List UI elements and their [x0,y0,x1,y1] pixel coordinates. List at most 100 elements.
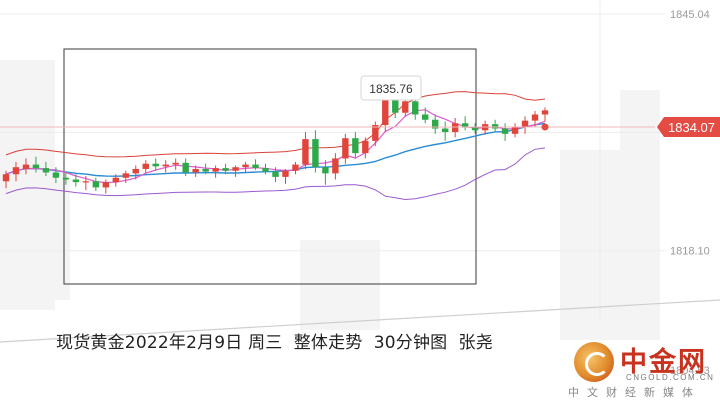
candle-body-26 [262,168,269,172]
candle-2 [22,158,30,175]
candle-body-12 [122,173,129,178]
candle-body-15 [152,163,159,167]
candle-body-14 [142,163,149,169]
candle-body-29 [292,164,299,171]
candle-25 [252,159,259,170]
candle-body-16 [162,164,169,167]
candle-19 [192,165,199,177]
candle-3 [32,156,40,173]
candle-body-11 [112,177,119,183]
candle-23 [232,165,239,177]
candle-14 [142,160,149,174]
candle-29 [292,161,299,175]
candle-8 [82,176,90,191]
candle-34 [342,133,349,164]
candle-body-23 [232,167,239,171]
candle-body-32 [322,167,329,174]
candle-7 [72,174,80,187]
candle-body-47 [471,127,479,131]
candle-body-20 [202,168,209,172]
candle-0 [2,170,10,189]
candle-21 [212,165,219,178]
candle-42 [422,107,429,124]
candle-1 [12,161,20,182]
watermark-block-4 [40,180,70,300]
candle-49 [491,119,499,133]
candle-18 [182,158,189,176]
candle-body-50 [501,128,509,134]
candle-22 [222,163,229,175]
candle-body-18 [182,162,189,173]
background-watermark [0,60,660,340]
candle-body-49 [491,124,499,129]
y-tick-label-0: 1845.04 [670,9,710,21]
candle-body-44 [441,128,449,133]
candlesticks [2,93,549,194]
watermark-block-2 [560,150,620,340]
last-price-marker [541,123,549,131]
candle-11 [112,174,119,187]
candle-46 [461,116,469,131]
candle-body-19 [192,168,199,173]
candle-body-17 [172,162,179,165]
candle-body-43 [432,119,439,129]
candle-52 [521,116,529,134]
candle-body-45 [451,123,459,133]
y-tick-label-2: 1818.10 [670,246,710,258]
candle-54 [541,107,549,122]
candle-body-54 [541,110,549,115]
cngold-logo-icon [574,342,614,382]
candle-body-0 [2,174,10,182]
candle-9 [92,177,100,191]
candle-24 [242,161,249,173]
bollinger-bands [5,91,546,201]
candle-35 [352,132,359,159]
candle-12 [122,170,129,184]
candle-30 [302,132,309,169]
candle-body-35 [352,138,359,154]
candle-47 [471,123,479,134]
peak-annotation-value: 1835.76 [369,82,413,96]
candle-33 [332,153,339,180]
candle-body-37 [372,125,379,141]
candle-17 [172,158,179,170]
gridlines [0,0,665,320]
candle-31 [312,130,319,173]
candle-5 [52,167,60,184]
candle-body-38 [382,100,389,126]
candle-body-46 [461,123,469,128]
candle-body-51 [511,126,519,134]
lower-band-line [5,147,546,201]
candle-body-1 [12,167,20,175]
logo-tagline: 中文财经新媒体 [568,386,701,399]
candle-43 [432,114,439,134]
candle-body-7 [72,179,80,183]
y-tick-label-3: 1804.53 [670,365,710,377]
candle-13 [132,165,139,180]
candle-16 [162,160,169,173]
candle-body-30 [302,139,309,165]
candle-body-31 [312,139,319,168]
candle-body-52 [521,120,529,127]
candle-53 [531,110,539,127]
current-price-tag: 1834.07 [657,117,720,137]
candle-body-8 [82,181,90,183]
watermark-block-1 [300,240,380,330]
candle-4 [42,161,50,176]
candle-27 [272,167,279,183]
upper-band-line [5,91,546,158]
candle-body-22 [222,168,229,171]
peak-annotation: 1835.76 [360,75,422,101]
highlight-box [63,48,477,285]
candle-20 [202,163,209,175]
candle-body-25 [252,164,259,169]
candle-body-6 [62,177,70,180]
logo-name: 中金网 [620,347,707,378]
watermark-block-3 [620,90,660,340]
candle-body-2 [22,164,30,169]
candle-51 [511,123,519,138]
candle-6 [62,172,70,185]
